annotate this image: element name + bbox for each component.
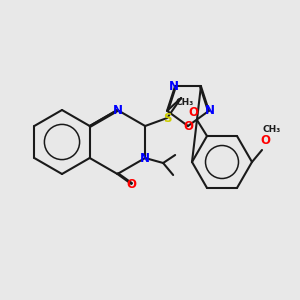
- Text: N: N: [205, 104, 215, 117]
- Text: CH₃: CH₃: [176, 98, 194, 106]
- Text: N: N: [169, 80, 179, 93]
- Text: N: N: [140, 152, 150, 164]
- Text: O: O: [126, 178, 136, 190]
- Text: N: N: [112, 103, 122, 116]
- Text: O: O: [188, 106, 198, 118]
- Text: O: O: [183, 121, 193, 134]
- Text: CH₃: CH₃: [263, 125, 281, 134]
- Text: O: O: [260, 134, 270, 146]
- Text: S: S: [163, 112, 171, 124]
